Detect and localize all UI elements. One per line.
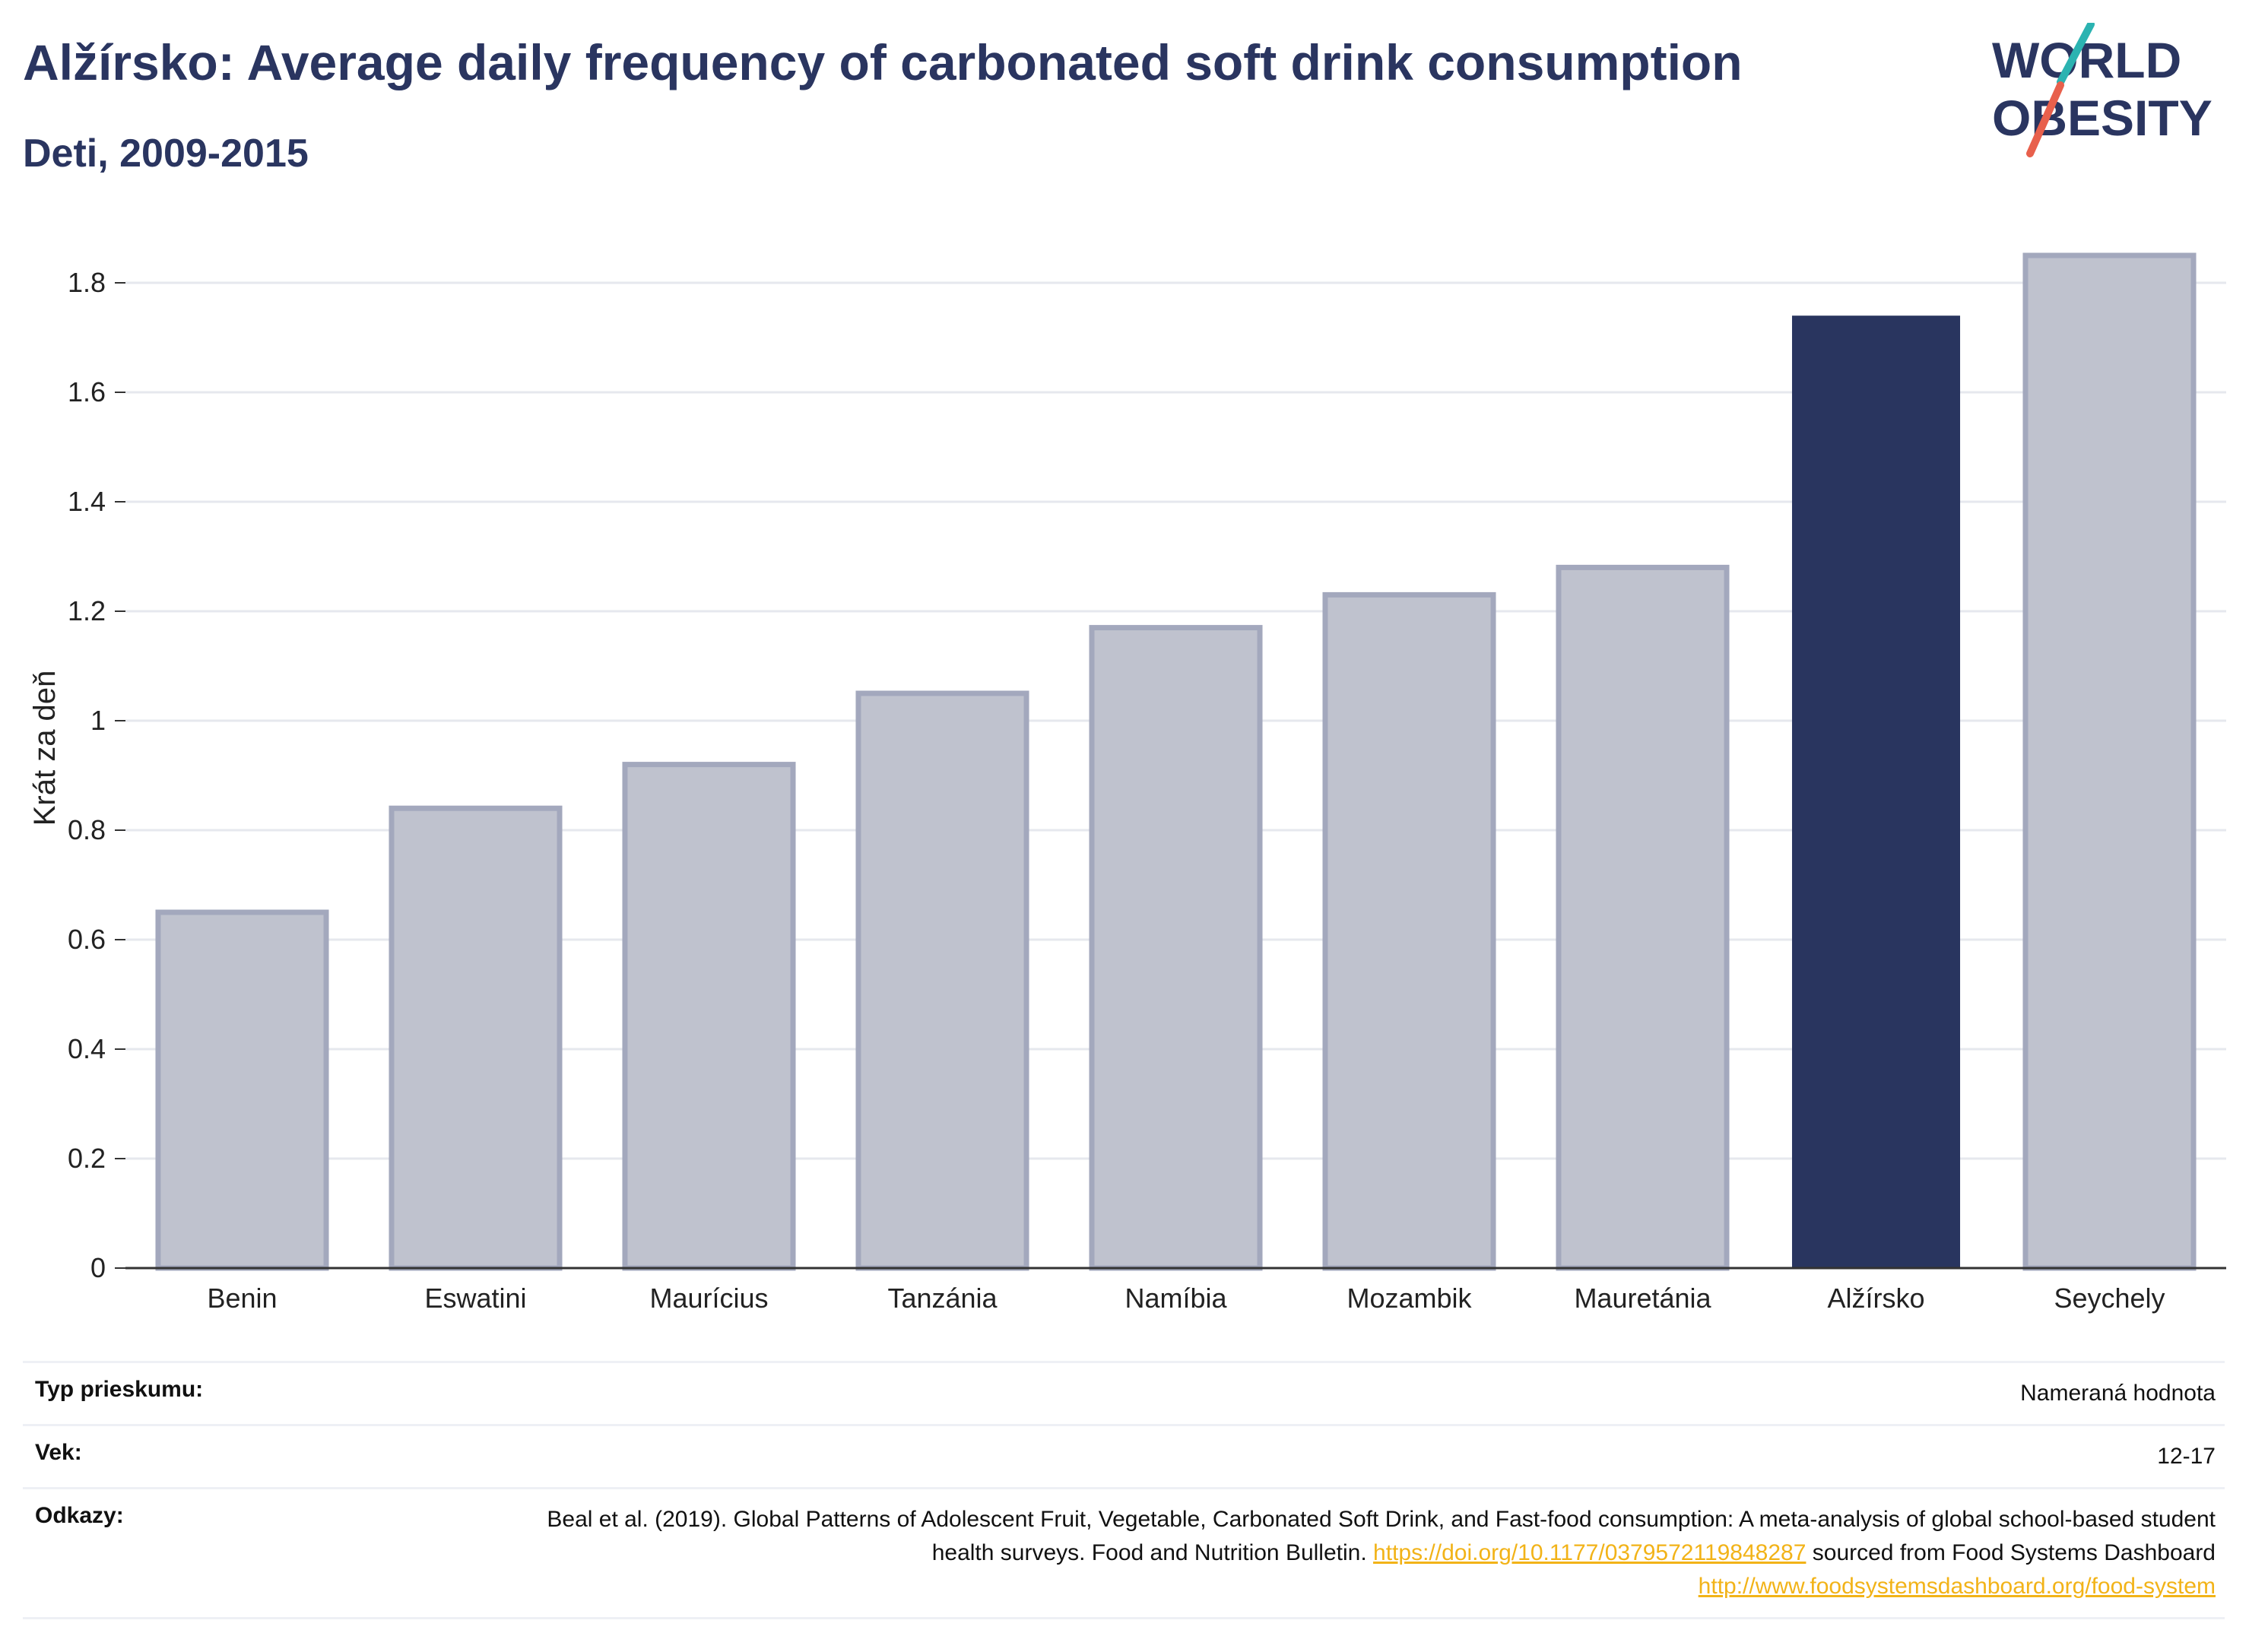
info-row-age: Vek: 12-17	[23, 1426, 2225, 1489]
y-tick-label: 0.8	[68, 814, 106, 845]
x-tick-label: Namíbia	[1124, 1283, 1227, 1314]
x-tick-label: Seychely	[2054, 1283, 2165, 1314]
world-obesity-logo: WORLD OBESITY	[1992, 23, 2213, 157]
x-tick-label: Alžírsko	[1827, 1283, 1924, 1314]
bar-seychely	[2022, 252, 2197, 1271]
bar-mozambik	[1322, 591, 1496, 1271]
info-row-references: Odkazy: Beal et al. (2019). Global Patte…	[23, 1489, 2225, 1619]
dashboard-link[interactable]: http://www.foodsystemsdashboard.org/food…	[1698, 1574, 2216, 1599]
x-tick-label: Tanzánia	[887, 1283, 998, 1314]
y-tick-label: 0.2	[68, 1143, 106, 1174]
y-tick-label: 1.4	[68, 486, 106, 517]
bar-chart: 0 0.2 0.4 0.6 0.8 1 1.2 1.4 1.6 1.8 Benin Eswatini M…	[28, 252, 2226, 1314]
y-tick-label: 0.4	[68, 1033, 106, 1064]
reference-text: Beal et al. (2019). Global Patterns of A…	[547, 1507, 2216, 1565]
y-tick-label: 1.2	[68, 595, 106, 626]
info-table: Typ prieskumu: Nameraná hodnota Vek: 12-…	[23, 1361, 2225, 1619]
bar-benin	[155, 909, 329, 1271]
bar-tanzánia	[855, 690, 1029, 1271]
references-value: Beal et al. (2019). Global Patterns of A…	[543, 1503, 2216, 1603]
references-label: Odkazy:	[35, 1503, 124, 1528]
survey-type-label: Typ prieskumu:	[35, 1377, 204, 1402]
x-tick-label: Mozambik	[1347, 1283, 1472, 1314]
x-tick-label: Maurícius	[649, 1283, 768, 1314]
chart-title: Alžírsko: Average daily frequency of car…	[23, 34, 1743, 90]
logo-accent-teal	[2057, 23, 2095, 86]
x-tick-label: Benin	[207, 1283, 277, 1314]
bar-namíbia	[1089, 625, 1263, 1271]
x-tick-label: Eswatini	[424, 1283, 526, 1314]
bar-alžírsko	[1791, 315, 1961, 1269]
chart-subtitle: Deti, 2009-2015	[23, 132, 309, 176]
age-label: Vek:	[35, 1440, 82, 1465]
y-tick-label: 1.8	[68, 267, 106, 298]
doi-link[interactable]: https://doi.org/10.1177/0379572119848287	[1373, 1540, 1806, 1565]
y-tick-label: 0	[90, 1252, 106, 1283]
logo-line2: OBESITY	[1992, 90, 2213, 146]
y-tick-label: 0.6	[68, 924, 106, 955]
age-value: 12-17	[2157, 1444, 2216, 1469]
y-tick-label: 1.6	[68, 376, 106, 407]
bar-maurícius	[622, 762, 796, 1271]
reference-source-text: sourced from Food Systems Dashboard	[1812, 1540, 2216, 1565]
survey-type-value: Nameraná hodnota	[2020, 1381, 2216, 1406]
bar-mauretánia	[1556, 564, 1730, 1271]
logo-line1: WORLD	[1992, 32, 2181, 88]
info-row-survey: Typ prieskumu: Nameraná hodnota	[23, 1363, 2225, 1426]
y-axis-title: Krát za deň	[28, 671, 62, 826]
x-tick-label: Mauretánia	[1574, 1283, 1711, 1314]
y-tick-label: 1	[90, 705, 106, 736]
logo-accent-coral	[2026, 81, 2064, 157]
bar-eswatini	[389, 805, 563, 1271]
